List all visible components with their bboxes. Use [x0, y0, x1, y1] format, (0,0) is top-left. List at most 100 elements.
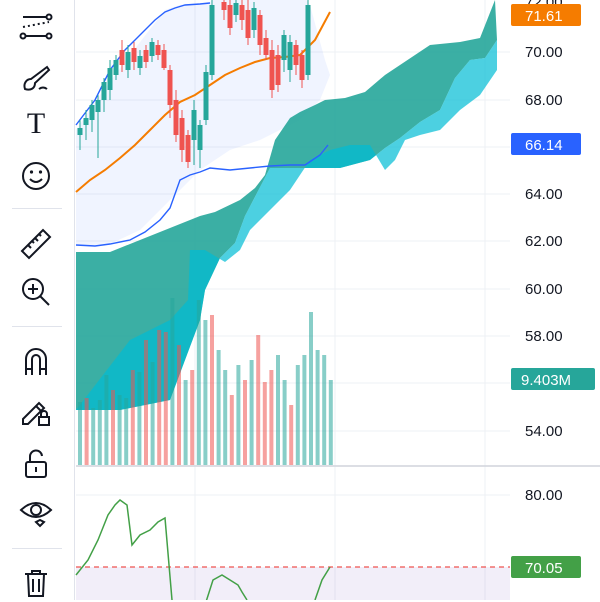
volume-bar	[144, 340, 148, 465]
bollinger-lower-line	[75, 144, 329, 247]
volume-bar	[309, 312, 313, 465]
volume-bar	[223, 370, 228, 465]
volume-bar	[236, 365, 241, 465]
volume-bar	[262, 382, 267, 465]
candlesticks	[77, 0, 311, 168]
indicator-price-badge: 66.14	[511, 133, 581, 155]
candle-body	[269, 50, 275, 90]
candle-body	[161, 50, 167, 68]
rsi-line	[75, 499, 173, 600]
candle-body	[281, 35, 287, 60]
candle-body	[185, 135, 191, 162]
price-axis-tick-label: 70.00	[525, 44, 563, 61]
trend-line-tool-icon[interactable]	[14, 6, 58, 46]
volume-bar	[78, 402, 82, 465]
volume-bar	[91, 408, 96, 465]
volume-bar	[196, 300, 201, 465]
ichimoku-cloud-lower-span	[76, 40, 497, 410]
candle-body	[155, 45, 161, 55]
volume-badge-text: 9.403M	[521, 372, 571, 389]
magnet-tool-icon[interactable]	[14, 342, 58, 382]
emoji-tool-icon[interactable]	[14, 156, 58, 196]
candle-body	[119, 50, 125, 65]
text-tool-glyph: T	[26, 107, 46, 140]
volume-bar	[243, 380, 247, 465]
candle-body	[125, 52, 131, 70]
volume-bar	[97, 400, 102, 465]
volume-bar	[229, 395, 234, 465]
rsi-overbought-zone	[76, 567, 510, 600]
candle-body	[227, 5, 233, 28]
candle-body	[131, 48, 137, 62]
candle-body	[209, 5, 215, 75]
candle-body	[83, 118, 89, 125]
price-axis-tick-label: 62.00	[525, 233, 563, 250]
unlock-tool-icon[interactable]	[14, 444, 58, 484]
candle-body	[293, 45, 299, 65]
candle-body	[89, 105, 95, 120]
volume-bar	[216, 350, 221, 465]
candle-body	[221, 2, 227, 10]
indicator-price-badge-text: 66.14	[525, 137, 563, 154]
price-axis-tick-label: 58.00	[525, 328, 563, 345]
volume-bar	[117, 395, 122, 465]
volume-bar	[190, 370, 195, 465]
candle-body	[179, 118, 185, 150]
visibility-tool-icon[interactable]	[14, 492, 58, 532]
rsi-line-segment	[314, 566, 331, 600]
last-price-badge: 71.61	[511, 4, 581, 26]
volume-bar	[163, 332, 168, 465]
candle-body	[191, 110, 197, 140]
bollinger-upper-line	[75, 2, 211, 126]
candle-body	[251, 8, 257, 30]
rsi-axis-tick-label: 80.00	[525, 487, 563, 504]
volume-bar	[177, 345, 181, 465]
volume-bar	[137, 372, 142, 465]
price-axis-tick-label: 68.00	[525, 92, 563, 109]
toolbar-separator	[12, 548, 62, 549]
volume-bar	[210, 315, 214, 465]
volume-bar	[249, 360, 254, 465]
price-chart[interactable]: 72.00 70.0068.0066.0064.0062.0060.0058.0…	[75, 0, 600, 600]
volume-bar	[322, 355, 327, 465]
volume-bar	[111, 390, 115, 465]
ruler-tool-icon[interactable]	[14, 224, 58, 264]
price-axis-tick-label: 64.00	[525, 186, 563, 203]
candle-body	[77, 128, 83, 135]
text-tool-icon[interactable]: T	[14, 104, 58, 144]
candle-body	[173, 100, 179, 135]
candle-body	[257, 15, 263, 45]
rsi-value-badge: 70.05	[511, 556, 581, 578]
volume-bar	[130, 370, 135, 465]
volume-bar	[302, 355, 307, 465]
candle-body	[305, 5, 311, 75]
drawing-toolbar: T	[0, 0, 75, 600]
candle-body	[143, 50, 149, 62]
rsi-value-badge-text: 70.05	[525, 560, 563, 577]
volume-bar	[157, 330, 162, 465]
volume-bar	[276, 355, 280, 465]
volume-bar	[269, 370, 274, 465]
rsi-line-segment	[205, 574, 248, 600]
candle-body	[299, 55, 305, 80]
volume-bar	[315, 350, 320, 465]
candle-body	[233, 3, 239, 15]
candle-body	[287, 42, 293, 70]
volume-bar	[170, 298, 175, 465]
volume-bar	[256, 335, 261, 465]
zoom-in-tool-icon[interactable]	[14, 272, 58, 312]
volume-bar	[84, 398, 89, 465]
candle-body	[263, 38, 269, 55]
volume-bar	[289, 405, 294, 465]
candle-body	[107, 68, 113, 90]
volume-bars	[78, 298, 333, 465]
candle-body	[101, 82, 107, 100]
candle-body	[203, 72, 209, 120]
brush-tool-icon[interactable]	[14, 58, 58, 98]
volume-badge: 9.403M	[511, 368, 595, 390]
last-price-badge-text: 71.61	[525, 8, 563, 25]
candle-body	[95, 100, 101, 112]
candle-body	[239, 5, 245, 20]
lock-drawing-tool-icon[interactable]	[14, 392, 58, 432]
trash-tool-icon[interactable]	[14, 562, 58, 602]
